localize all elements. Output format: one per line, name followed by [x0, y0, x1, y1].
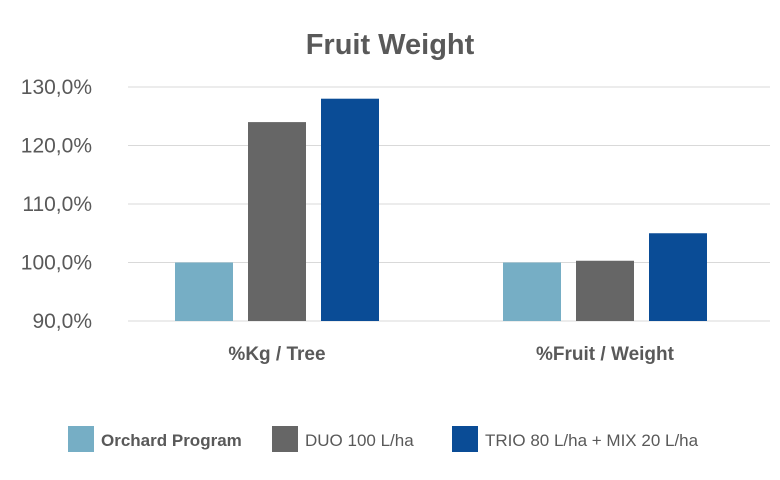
y-tick-label: 120,0%: [21, 135, 92, 158]
bar: [649, 233, 707, 321]
y-tick-label: 110,0%: [22, 193, 92, 216]
x-axis-categories: %Kg / Tree %Fruit / Weight: [228, 344, 674, 365]
bar: [248, 122, 306, 321]
legend-label: TRIO 80 L/ha + MIX 20 L/ha: [485, 431, 699, 450]
bar: [576, 260, 634, 321]
legend-swatch: [452, 426, 478, 452]
x-category-label: %Kg / Tree: [228, 344, 325, 365]
y-tick-label: 100,0%: [21, 252, 92, 275]
chart-title: Fruit Weight: [306, 29, 475, 61]
bars: [175, 98, 707, 321]
y-tick-label: 130,0%: [21, 76, 92, 99]
legend-swatch: [272, 426, 298, 452]
x-category-label: %Fruit / Weight: [536, 344, 675, 365]
legend: Orchard Program DUO 100 L/ha TRIO 80 L/ha …: [68, 426, 699, 452]
legend-label: DUO 100 L/ha: [305, 431, 414, 450]
y-axis-ticks: 90,0% 100,0% 110,0% 120,0% 130,0%: [21, 76, 92, 333]
legend-swatch: [68, 426, 94, 452]
y-tick-label: 90,0%: [32, 310, 92, 333]
bar: [503, 262, 561, 321]
legend-label: Orchard Program: [101, 431, 242, 450]
bar: [321, 98, 379, 321]
bar: [175, 262, 233, 321]
